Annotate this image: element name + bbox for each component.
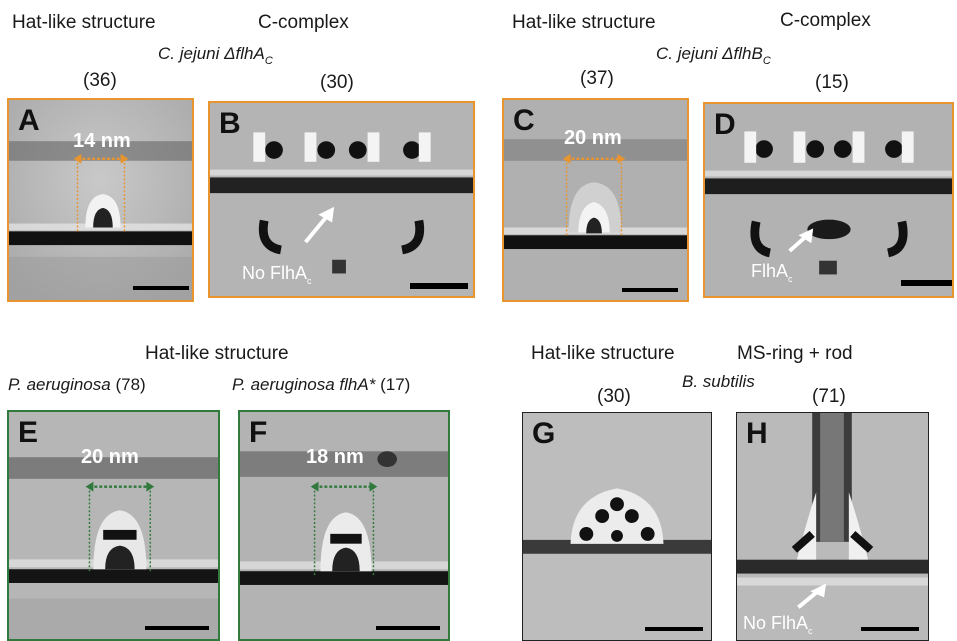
- panel-d-heading: C-complex: [780, 10, 871, 31]
- panel-d-micrograph: [705, 104, 952, 296]
- count-d: (15): [815, 72, 849, 93]
- panel-d-image: D FlhAc: [703, 102, 954, 298]
- panel-g-letter: G: [532, 417, 556, 450]
- species-caption-e: P. aeruginosa (78): [8, 375, 146, 394]
- species-caption-f: P. aeruginosa flhA* (17): [232, 375, 411, 394]
- panel-c-micrograph: [504, 100, 687, 300]
- panel-a-measurement: 14 nm: [73, 130, 131, 152]
- count-a: (36): [83, 70, 117, 91]
- panel-f-measurement: 18 nm: [306, 446, 364, 468]
- species-caption-bsubtilis: B. subtilis: [682, 372, 755, 391]
- panel-a-micrograph: [9, 100, 192, 300]
- panel-c-scale-bar: [622, 288, 678, 292]
- panel-h-micrograph: [737, 413, 928, 640]
- panel-g-scale-bar: [645, 627, 703, 631]
- count-b: (30): [320, 72, 354, 93]
- panel-e-scale-bar: [145, 626, 209, 630]
- panel-b-letter: B: [219, 107, 241, 140]
- panel-g-heading: Hat-like structure: [531, 343, 675, 364]
- panel-f-scale-bar: [376, 626, 440, 630]
- species-caption-left: C. jejuni ΔflhAC: [158, 44, 273, 67]
- panel-f-letter: F: [249, 416, 268, 449]
- panel-b-micrograph: [210, 103, 473, 296]
- panel-h-image: H No FlhAc: [736, 412, 929, 641]
- panel-b-arrow-label: No FlhAc: [242, 263, 312, 286]
- panel-g-image: G: [522, 412, 712, 641]
- panel-b-heading: C-complex: [258, 12, 349, 33]
- panel-a-letter: A: [18, 104, 40, 137]
- panel-d-letter: D: [714, 108, 736, 141]
- panel-b-image: B No FlhAc: [208, 101, 475, 298]
- count-c: (37): [580, 68, 614, 89]
- panel-c-letter: C: [513, 104, 535, 137]
- panel-d-arrow-label: FlhAc: [751, 261, 793, 284]
- species-caption-right: C. jejuni ΔflhBC: [656, 44, 771, 67]
- panel-h-scale-bar: [861, 627, 919, 631]
- panel-h-letter: H: [746, 417, 768, 450]
- panel-e-letter: E: [18, 416, 39, 449]
- panel-e-measurement: 20 nm: [81, 446, 139, 468]
- panel-f-micrograph: [240, 412, 448, 639]
- panel-c-measurement: 20 nm: [564, 127, 622, 149]
- panel-c-image: C 20 nm: [502, 98, 689, 302]
- panel-a-image: A 14 nm: [7, 98, 194, 302]
- panel-b-scale-bar: [410, 283, 468, 289]
- hat-structure-title-ef: Hat-like structure: [145, 343, 289, 364]
- panel-d-scale-bar: [901, 280, 952, 286]
- panel-e-image: E 20 nm: [7, 410, 220, 641]
- panel-h-heading: MS-ring + rod: [737, 343, 853, 364]
- panel-a-heading: Hat-like structure: [12, 12, 156, 33]
- panel-h-arrow-label: No FlhAc: [743, 613, 813, 636]
- count-h: (71): [812, 386, 846, 407]
- panel-c-heading: Hat-like structure: [512, 12, 656, 33]
- panel-f-image: F 18 nm: [238, 410, 450, 641]
- count-g: (30): [597, 386, 631, 407]
- panel-a-scale-bar: [133, 286, 189, 290]
- panel-g-micrograph: [523, 413, 711, 640]
- panel-e-micrograph: [9, 412, 218, 639]
